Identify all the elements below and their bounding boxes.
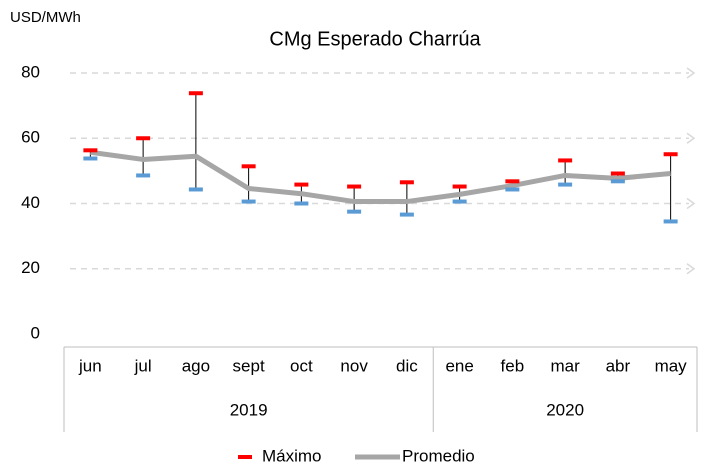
x-group-label: 2020: [546, 400, 584, 419]
x-tick-label: jul: [134, 356, 152, 375]
x-tick-label: jun: [78, 356, 102, 375]
y-axis-unit: USD/MWh: [10, 9, 81, 26]
legend-label: Máximo: [262, 446, 322, 465]
grid-arrow: [686, 197, 696, 210]
y-tick-label: 0: [31, 323, 40, 342]
grid-arrow: [686, 67, 696, 79]
average-line: [90, 149, 671, 205]
legend-label: Promedio: [402, 446, 475, 465]
x-tick-label: nov: [340, 356, 368, 375]
x-tick-label: feb: [501, 356, 525, 375]
grid-arrow: [686, 263, 696, 275]
x-tick-label: oct: [290, 356, 313, 375]
y-tick-label: 40: [21, 193, 40, 212]
grid-arrow: [686, 132, 696, 144]
x-tick-label: may: [655, 356, 688, 375]
x-tick-label: sept: [233, 356, 265, 375]
chart-title: CMg Esperado Charrúa: [269, 28, 481, 50]
y-tick-label: 80: [21, 62, 40, 81]
y-tick-label: 20: [21, 258, 40, 277]
x-group-label: 2019: [230, 400, 268, 419]
y-tick-label: 60: [21, 128, 40, 147]
x-tick-label: mar: [550, 356, 580, 375]
x-tick-label: dic: [396, 356, 418, 375]
x-tick-label: ago: [182, 356, 210, 375]
x-tick-label: abr: [606, 356, 631, 375]
x-tick-label: ene: [445, 356, 473, 375]
